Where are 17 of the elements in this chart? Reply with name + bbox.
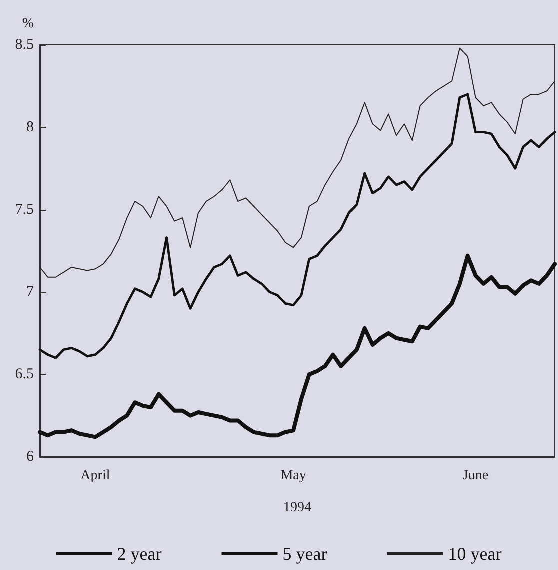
y-tick-label: 6 [26, 449, 34, 465]
y-axis-title: % [22, 16, 34, 32]
y-tick-label: 7.5 [15, 202, 34, 218]
x-tick-label: May [280, 468, 306, 484]
legend-label: 5 year [282, 544, 328, 564]
y-tick-label: 8.5 [15, 37, 34, 53]
y-tick-label: 6.5 [15, 366, 34, 383]
y-tick-label: 7 [26, 284, 34, 300]
x-tick-label: June [462, 468, 489, 484]
line-series [38, 254, 557, 440]
legend-label: 10 year [448, 544, 502, 564]
y-tick-label: 8 [26, 119, 34, 136]
x-tick-label: April [80, 468, 110, 484]
line-series [38, 93, 556, 360]
x-axis-title: 1994 [284, 500, 312, 516]
line-series [40, 48, 556, 278]
legend-label: 2 year [117, 544, 162, 564]
